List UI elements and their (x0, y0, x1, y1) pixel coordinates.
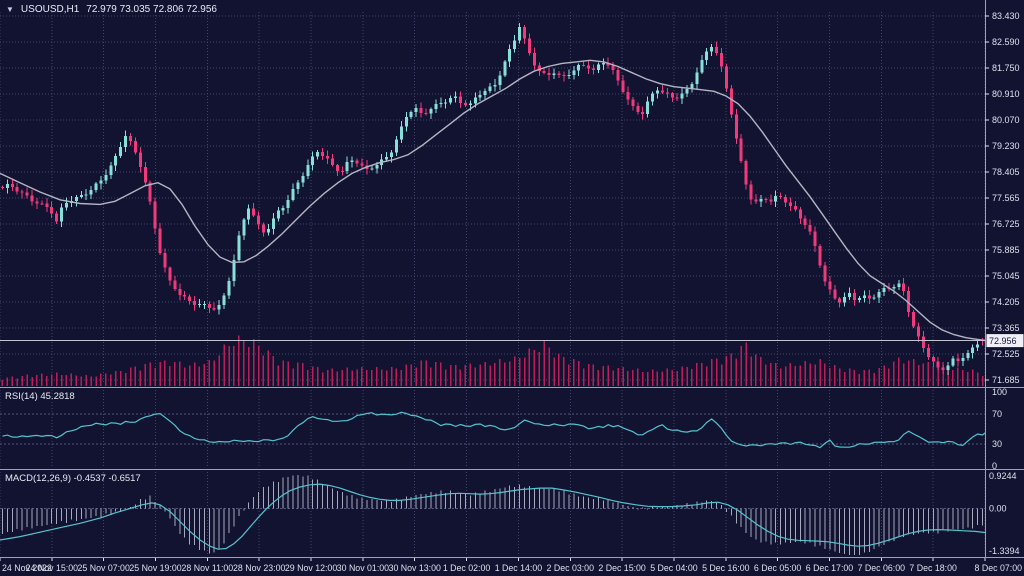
time-tick-label: 7 Dec 18:00 (909, 563, 957, 573)
time-tick-label: 24 Nov 15:00 (26, 563, 78, 573)
candles-layer (0, 23, 985, 376)
rsi-tick-label: 100 (992, 387, 1007, 397)
price-axis: 83.430 82.590 81.750 80.910 80.070 79.230 78.4… (985, 11, 1020, 385)
time-tick-label: 1 Dec 02:00 (443, 563, 491, 573)
volume-bars (1, 335, 984, 386)
macd-tick-label: -1.3394 (989, 546, 1020, 556)
price-tick-label: 77.565 (992, 193, 1020, 203)
macd-signal-line (0, 483, 986, 550)
time-tick-label: 6 Dec 17:00 (806, 563, 854, 573)
rsi-tick-label: 0 (992, 461, 997, 471)
price-tick-label: 79.230 (992, 141, 1020, 151)
time-tick-label: 2 Dec 15:00 (598, 563, 646, 573)
time-tick-label: 7 Dec 06:00 (858, 563, 906, 573)
price-tick-label: 72.525 (992, 349, 1020, 359)
time-tick-label: 25 Nov 07:00 (78, 563, 130, 573)
price-tick-label: 80.910 (992, 89, 1020, 99)
price-tick-label: 75.885 (992, 245, 1020, 255)
time-tick-label: 30 Nov 01:00 (337, 563, 389, 573)
moving-average-line (0, 59, 986, 342)
time-tick-label: 29 Nov 12:00 (285, 563, 337, 573)
macd-tick-label: 0.9244 (989, 471, 1017, 481)
price-tick-label: 82.590 (992, 37, 1020, 47)
time-tick-label: 5 Dec 04:00 (650, 563, 698, 573)
price-tick-label: 80.070 (992, 115, 1020, 125)
rsi-line (2, 411, 986, 449)
rsi-tick-label: 70 (992, 409, 1002, 419)
time-tick-label: 6 Dec 05:00 (754, 563, 802, 573)
time-tick-label: 28 Nov 11:00 (182, 563, 234, 573)
macd-histogram (1, 474, 984, 555)
price-tick-label: 78.405 (992, 167, 1020, 177)
macd-indicator-label: MACD(12,26,9) -0.4537 -0.6517 (5, 473, 141, 484)
price-tick-label: 76.725 (992, 219, 1020, 229)
time-tick-label: 24 Nov 2022 (2, 563, 52, 573)
rsi-axis: 100 70 30 0 (992, 387, 1007, 471)
macd-tick-label: 0.00 (989, 504, 1007, 514)
rsi-indicator-label: RSI(14) 45.2818 (5, 391, 75, 402)
price-tick-label: 74.205 (992, 297, 1020, 307)
price-tick-label: 71.685 (992, 375, 1020, 385)
time-tick-label: 30 Nov 13:00 (389, 563, 441, 573)
price-tick-label: 75.045 (992, 271, 1020, 281)
grid-layer (0, 12, 986, 555)
pane-separators (0, 0, 1024, 558)
time-tick-label: 1 Dec 14:00 (495, 563, 543, 573)
last-price-tag: 72.956 (986, 334, 1024, 348)
price-tick-label: 81.750 (992, 63, 1020, 73)
price-tick-label: 73.365 (992, 323, 1020, 333)
time-tick-label: 8 Dec 07:00 (975, 563, 1023, 573)
chart-title: ▼ USOUSD,H1 72.979 73.035 72.806 72.956 (6, 4, 217, 16)
time-tick-label: 2 Dec 03:00 (547, 563, 595, 573)
symbol-dropdown-icon[interactable]: ▼ (6, 5, 14, 14)
ohlc-values: 72.979 73.035 72.806 72.956 (86, 4, 217, 15)
time-tick-label: 28 Nov 23:00 (233, 563, 285, 573)
last-price-value: 72.956 (989, 336, 1017, 346)
rsi-tick-label: 30 (992, 439, 1002, 449)
macd-axis: 0.9244 0.00 -1.3394 (989, 471, 1020, 556)
price-tick-label: 83.430 (992, 11, 1020, 21)
symbol-timeframe-label: USOUSD,H1 (20, 4, 80, 15)
time-tick-label: 25 Nov 19:00 (129, 563, 181, 573)
time-tick-label: 5 Dec 16:00 (702, 563, 750, 573)
